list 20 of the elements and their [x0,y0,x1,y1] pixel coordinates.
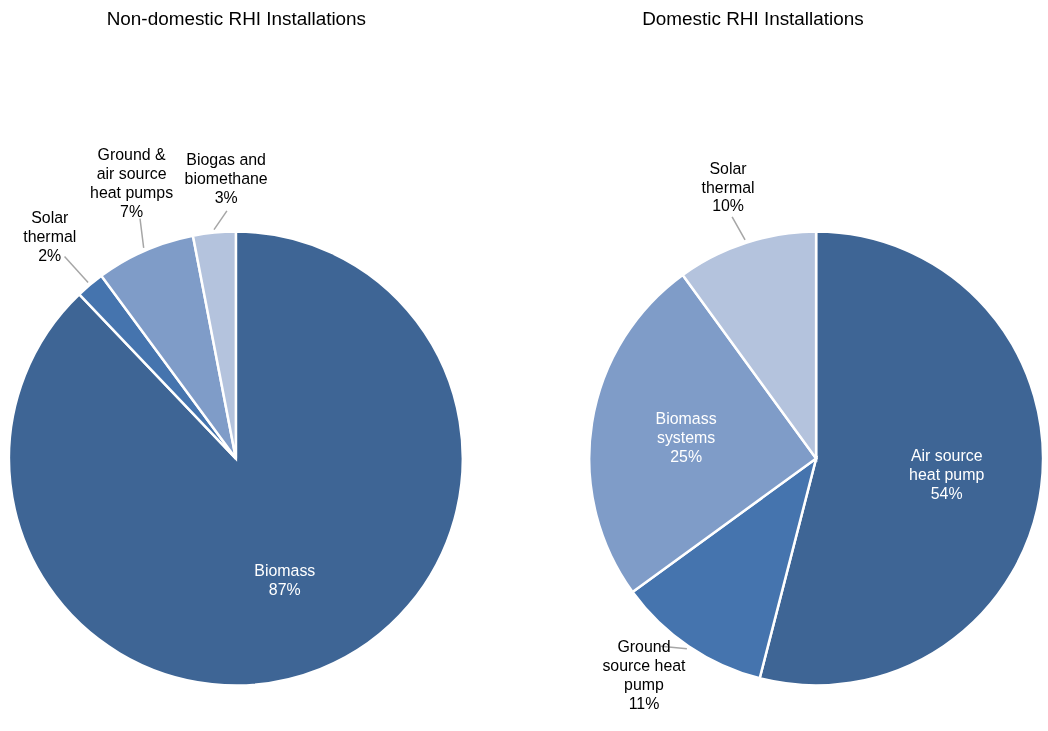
slice-label: Solar thermal [701,159,755,196]
slice-label: Air source heat pump [909,447,985,483]
slice-label: Biomass [254,562,316,580]
data-label: 2% [38,246,62,264]
data-label: 10% [712,197,744,215]
slice-label: Ground source heat pump [602,638,687,693]
slice-label: Biogas and biomethane [184,150,268,187]
pie-slice [7,230,464,687]
data-label: 7% [120,202,144,220]
slice-label: Solar thermal [23,208,77,245]
data-label: 54% [930,484,963,502]
data-label: 25% [670,447,703,465]
category-label: systems [656,428,716,446]
chart-title: Non-domestic RHI Installations [106,7,367,29]
data-label: 3% [214,188,238,206]
data-label: 87% [268,581,301,599]
slice-label: Ground & air source heat pumps [90,145,174,201]
chart-title: Domestic RHI Installations [642,7,864,29]
slice-label: Biomass [655,410,717,427]
data-label: 11% [628,694,660,712]
